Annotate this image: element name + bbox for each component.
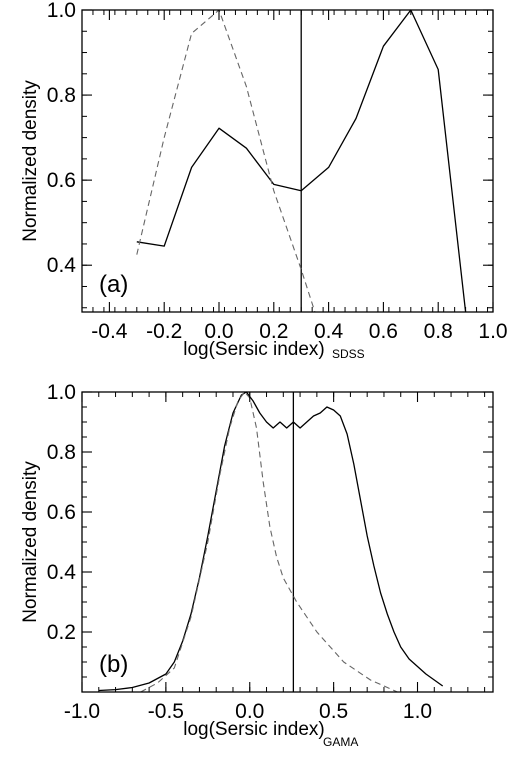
- panel-b-xtick-label: -1.0: [64, 700, 100, 723]
- panel-b-frame: [81, 391, 494, 693]
- panel-b-series-layer: [98, 391, 444, 693]
- panel-a-ytick-label: 0.4: [47, 254, 77, 277]
- panel-a-ytick-label: 0.6: [47, 169, 76, 192]
- panel-a-ytick-label: 1.0: [47, 0, 76, 22]
- panel-b-ytick-label: 0.4: [47, 561, 77, 584]
- panel-b-ylabel: Normalized density: [20, 461, 41, 623]
- panel-a-xtick-label: -0.4: [91, 320, 128, 343]
- panel-a-ticks: -0.4 -0.2 0.0 0.2 0.4 0.6 0.8 1.0 0.4 0.6 0.8 1.0: [47, 0, 508, 343]
- panel-a-ytick-label: 0.8: [47, 84, 76, 107]
- panel-a-frame: [81, 9, 494, 313]
- panel-b-xtick-label: 1.0: [403, 700, 432, 723]
- panel-a-xtick-label: 0.0: [204, 320, 233, 343]
- panel-b-ytick-label: 0.8: [47, 441, 76, 464]
- panel-b-xtick-label: 0.5: [319, 700, 348, 723]
- panel-b-xtick-label: 0.0: [235, 700, 264, 723]
- panel-a: -0.4 -0.2 0.0 0.2 0.4 0.6 0.8 1.0 0.4 0.6 0.8 1.0 (…: [20, 0, 508, 361]
- panel-b-xlabel: log(Sersic index): [183, 719, 325, 740]
- panel-b-ytick-label: 1.0: [47, 381, 76, 404]
- panel-b-series-dashed-line: [140, 391, 398, 693]
- panel-a-xlabel: log(Sersic index): [183, 339, 325, 360]
- panel-b-ytick-label: 0.6: [47, 501, 76, 524]
- panel-b-xlabel-subscript: GAMA: [323, 735, 358, 749]
- panel-a-xtick-label: 0.6: [369, 320, 398, 343]
- panel-a-ylabel: Normalized density: [20, 80, 41, 242]
- panel-b-ticks: -1.0 -0.5 0.0 0.5 1.0 0.2 0.4 0.6 0.8 1.0: [47, 381, 493, 723]
- panel-a-xtick-label: 0.2: [259, 320, 288, 343]
- panel-a-xtick-label: 0.8: [424, 320, 453, 343]
- panel-b-label: (b): [99, 651, 128, 678]
- panel-b-series-solid-line: [98, 391, 444, 692]
- panel-a-label: (a): [99, 271, 128, 298]
- panel-a-xtick-label: 0.4: [314, 320, 344, 343]
- panel-a-xtick-label: -0.2: [146, 320, 182, 343]
- panel-a-series-dashed-line: [136, 9, 316, 313]
- panel-a-xtick-label: 1.0: [478, 320, 507, 343]
- panel-b-ytick-label: 0.2: [47, 621, 76, 644]
- panel-a-xlabel-subscript: SDSS: [332, 347, 365, 361]
- panel-b: -1.0 -0.5 0.0 0.5 1.0 0.2 0.4 0.6 0.8 1.0 (b) log…: [20, 381, 494, 749]
- panel-b-xtick-label: -0.5: [148, 700, 184, 723]
